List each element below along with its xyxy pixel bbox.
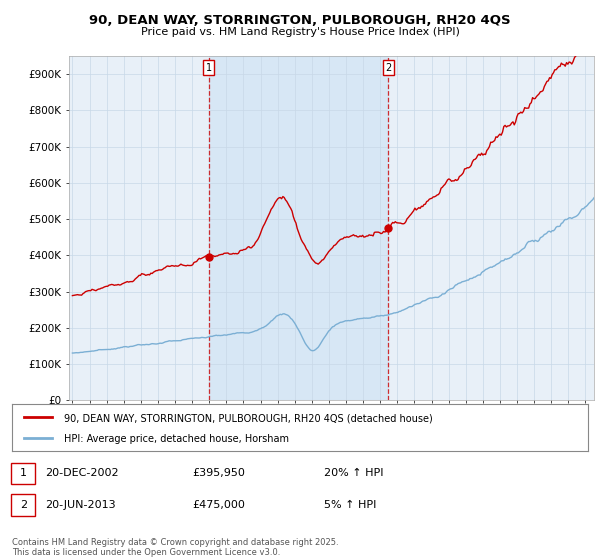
- Text: 20-DEC-2002: 20-DEC-2002: [45, 468, 119, 478]
- Text: 2: 2: [385, 63, 391, 73]
- Text: Price paid vs. HM Land Registry's House Price Index (HPI): Price paid vs. HM Land Registry's House …: [140, 27, 460, 37]
- Text: £395,950: £395,950: [192, 468, 245, 478]
- Text: 20% ↑ HPI: 20% ↑ HPI: [324, 468, 383, 478]
- Bar: [209, 56, 388, 400]
- Text: 1: 1: [206, 63, 212, 73]
- Text: 20-JUN-2013: 20-JUN-2013: [45, 500, 116, 510]
- Text: £475,000: £475,000: [192, 500, 245, 510]
- Text: 90, DEAN WAY, STORRINGTON, PULBOROUGH, RH20 4QS (detached house): 90, DEAN WAY, STORRINGTON, PULBOROUGH, R…: [64, 413, 433, 423]
- Text: HPI: Average price, detached house, Horsham: HPI: Average price, detached house, Hors…: [64, 433, 289, 444]
- Text: Contains HM Land Registry data © Crown copyright and database right 2025.
This d: Contains HM Land Registry data © Crown c…: [12, 538, 338, 557]
- Text: 90, DEAN WAY, STORRINGTON, PULBOROUGH, RH20 4QS: 90, DEAN WAY, STORRINGTON, PULBOROUGH, R…: [89, 14, 511, 27]
- Text: 1: 1: [20, 468, 27, 478]
- Text: 2: 2: [20, 500, 27, 510]
- Text: 5% ↑ HPI: 5% ↑ HPI: [324, 500, 376, 510]
